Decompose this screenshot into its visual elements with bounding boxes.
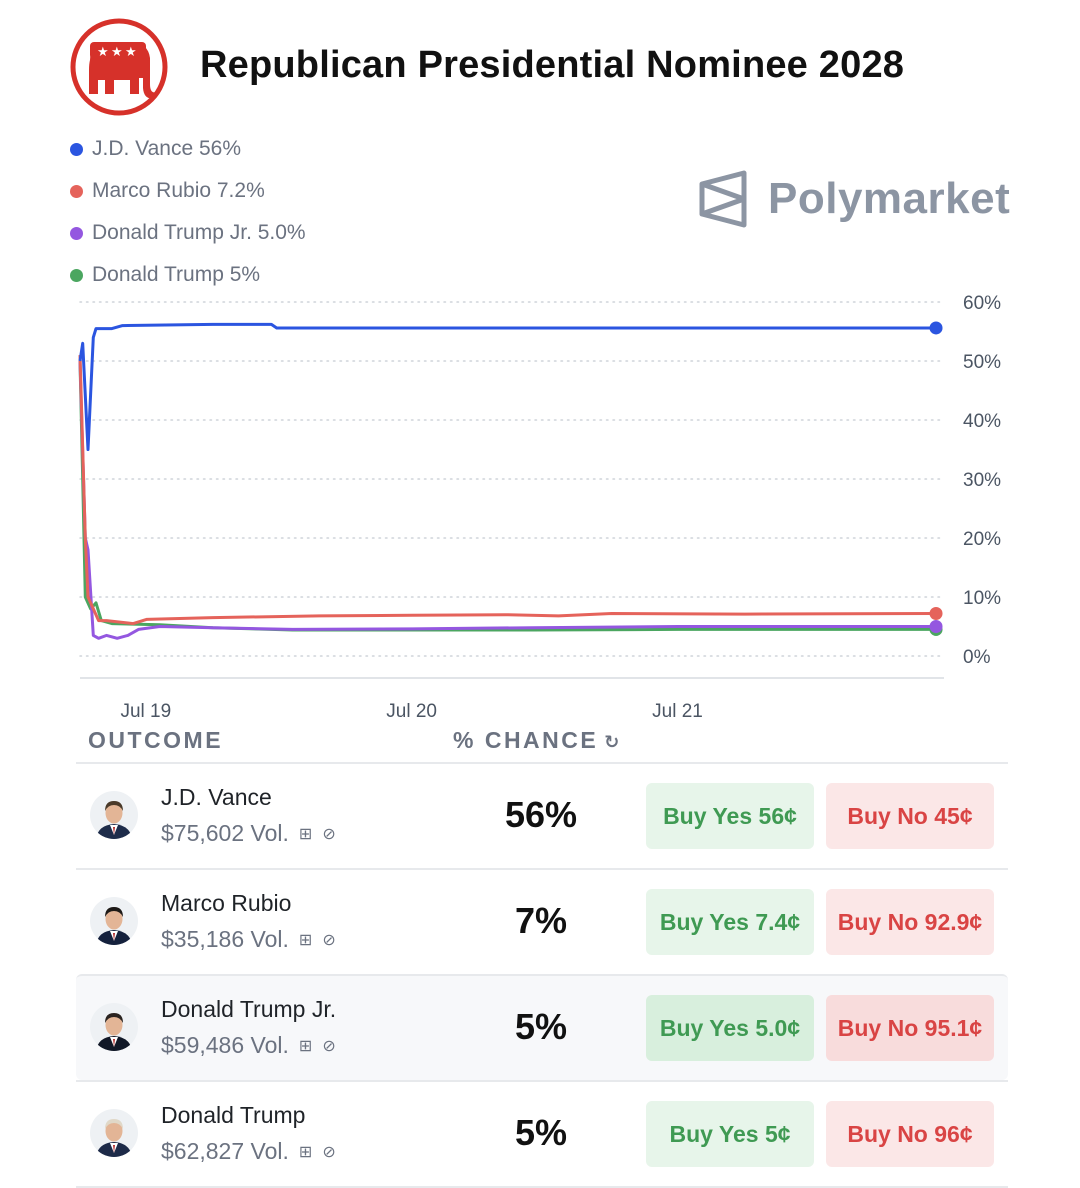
outcome-chance: 7% — [514, 900, 568, 941]
clock-icon: ⊘ — [322, 1143, 336, 1161]
jd-vance-avatar — [90, 791, 138, 839]
x-tick-label: Jul 20 — [386, 701, 437, 722]
donald-trump-jr-avatar — [90, 1003, 138, 1051]
series-end-point — [929, 321, 943, 335]
y-tick-label: 0% — [963, 647, 991, 668]
buy-yes-button[interactable]: Buy Yes 5¢ — [646, 1101, 814, 1167]
outcome-name: Marco Rubio — [161, 890, 292, 916]
y-tick-label: 40% — [963, 411, 1001, 432]
svg-text:★: ★ — [97, 45, 109, 60]
outcome-chance: 5% — [514, 1112, 568, 1153]
volume-text: $35,186 Vol. — [161, 926, 289, 952]
x-tick-label: Jul 19 — [120, 701, 171, 722]
gop-elephant-icon: ★ ★ ★ — [70, 18, 168, 116]
outcome-header: OUTCOME — [88, 727, 224, 753]
outcome-name: Donald Trump — [161, 1102, 306, 1128]
series-line-donald-trump-jr- — [78, 360, 936, 640]
buy-no-button[interactable]: Buy No 92.9¢ — [826, 889, 994, 955]
svg-text:★: ★ — [111, 45, 123, 60]
buy-yes-button[interactable]: Buy Yes 7.4¢ — [646, 889, 814, 955]
price-chart: 60% 50% 40% 30% 20% 10% 0% Jul 19 Jul 20 Jul 21 — [78, 293, 1001, 722]
outcome-name: J.D. Vance — [161, 784, 272, 810]
outcome-row-vance[interactable]: J.D. Vance $75,602 Vol. ⊞ ⊘ 56% Buy Yes 56… — [76, 762, 1008, 868]
legend-item-trump-jr: Donald Trump Jr. 5.0% — [70, 212, 306, 254]
clock-icon: ⊘ — [322, 1037, 336, 1055]
polymarket-brand: Polymarket — [698, 168, 1010, 230]
legend-label: Donald Trump 5% — [92, 263, 261, 286]
legend-dot — [70, 268, 83, 282]
outcome-row-trump[interactable]: Donald Trump $62,827 Vol. ⊞ ⊘ 5% Buy Yes 5… — [76, 1080, 1008, 1188]
gift-icon: ⊞ — [298, 1037, 313, 1055]
outcome-chance: 5% — [514, 1006, 568, 1047]
series-line-donald-trump — [78, 360, 936, 632]
outcome-volume: $59,486 Vol. ⊞ ⊘ — [161, 1032, 336, 1059]
legend-label: Marco Rubio 7.2% — [92, 179, 265, 202]
legend-dot — [70, 184, 83, 198]
buy-no-button[interactable]: Buy No 45¢ — [826, 783, 994, 849]
volume-text: $75,602 Vol. — [161, 820, 289, 846]
marco-rubio-avatar — [90, 897, 138, 945]
legend-item-rubio: Marco Rubio 7.2% — [70, 170, 306, 212]
gift-icon: ⊞ — [298, 825, 313, 843]
brand-name: Polymarket — [768, 174, 1011, 223]
y-tick-label: 50% — [963, 352, 1001, 373]
outcome-volume: $35,186 Vol. ⊞ ⊘ — [161, 926, 336, 953]
legend-label: J.D. Vance 56% — [92, 137, 242, 160]
market-header: ★ ★ ★ Republican Presidential Nominee 20… — [70, 18, 1030, 118]
y-tick-label: 60% — [963, 293, 1001, 314]
outcome-volume: $62,827 Vol. ⊞ ⊘ — [161, 1138, 336, 1165]
buy-yes-button[interactable]: Buy Yes 56¢ — [646, 783, 814, 849]
legend-item-trump: Donald Trump 5% — [70, 254, 306, 296]
outcome-row-trump-jr[interactable]: Donald Trump Jr. $59,486 Vol. ⊞ ⊘ 5% Buy Y… — [76, 974, 1008, 1080]
gift-icon: ⊞ — [298, 1143, 313, 1161]
buy-no-button[interactable]: Buy No 95.1¢ — [826, 995, 994, 1061]
outcome-volume: $75,602 Vol. ⊞ ⊘ — [161, 820, 336, 847]
legend-dot — [70, 142, 83, 156]
page-title: Republican Presidential Nominee 2028 — [200, 44, 905, 86]
gift-icon: ⊞ — [298, 931, 313, 949]
donald-trump-avatar — [90, 1109, 138, 1157]
outcome-chance: 56% — [504, 794, 578, 835]
series-end-point — [929, 620, 943, 633]
series-line-j-d-vance — [78, 322, 936, 451]
outcome-name: Donald Trump Jr. — [161, 996, 337, 1022]
chance-header-label: % CHANCE — [453, 727, 599, 753]
outcome-table: J.D. Vance $75,602 Vol. ⊞ ⊘ 56% Buy Yes 56… — [76, 762, 1008, 1188]
chart-legend: J.D. Vance 56% Marco Rubio 7.2% Donald T… — [70, 128, 306, 296]
outcome-row-rubio[interactable]: Marco Rubio $35,186 Vol. ⊞ ⊘ 7% Buy Yes 7.… — [76, 868, 1008, 974]
buy-yes-button[interactable]: Buy Yes 5.0¢ — [646, 995, 814, 1061]
refresh-icon[interactable]: ↻ — [604, 732, 620, 752]
outcome-table-header: OUTCOME % CHANCE ↻ — [88, 725, 998, 761]
chance-header: % CHANCE ↻ — [453, 727, 619, 754]
svg-text:★: ★ — [125, 45, 137, 60]
y-tick-label: 10% — [963, 588, 1001, 609]
polymarket-logo-icon — [699, 170, 747, 228]
buy-no-button[interactable]: Buy No 96¢ — [826, 1101, 994, 1167]
series-end-point — [929, 607, 943, 621]
volume-text: $59,486 Vol. — [161, 1032, 289, 1058]
legend-label: Donald Trump Jr. 5.0% — [92, 221, 306, 244]
y-tick-label: 30% — [963, 470, 1001, 491]
clock-icon: ⊘ — [322, 931, 336, 949]
legend-dot — [70, 226, 83, 240]
clock-icon: ⊘ — [322, 825, 336, 843]
x-tick-label: Jul 21 — [652, 701, 703, 722]
legend-item-vance: J.D. Vance 56% — [70, 128, 306, 170]
volume-text: $62,827 Vol. — [161, 1138, 289, 1164]
y-tick-label: 20% — [963, 529, 1001, 550]
series-line-marco-rubio — [78, 355, 937, 626]
